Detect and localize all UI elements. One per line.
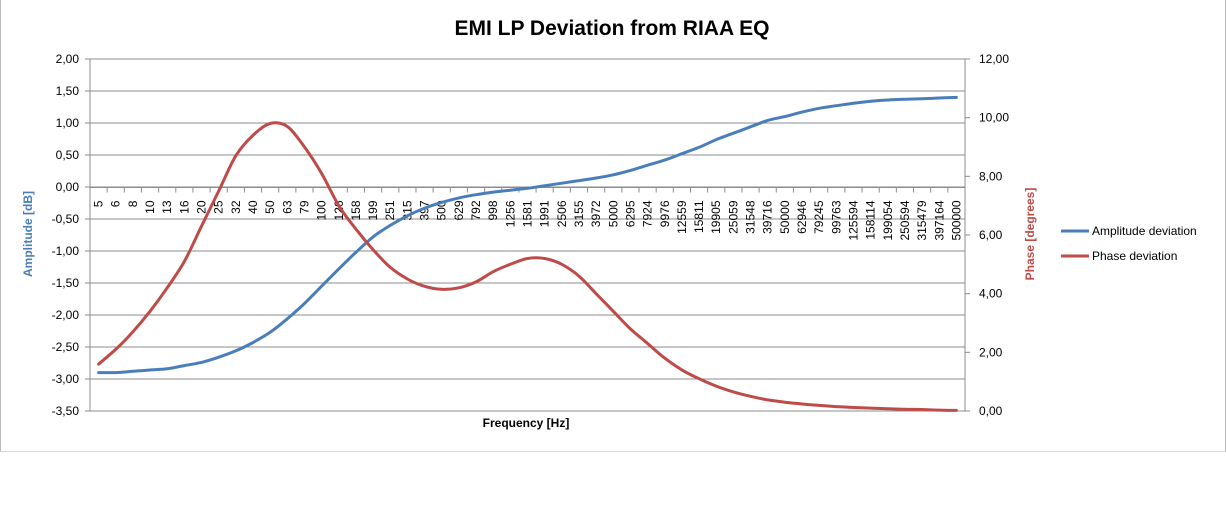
left-tick-label: -1,50 [52,276,80,290]
right-tick-label: 2,00 [979,345,1003,359]
left-tick-label: 0,50 [56,148,80,162]
x-tick-label: 500 [435,200,449,220]
x-tick-label: 6295 [623,200,637,227]
x-tick-label: 5000 [606,200,620,227]
x-axis-ticks: 5 6 8 10 13 16 20 25 32 40 50 63 79 100 126 158 199 251 31… [89,187,966,241]
x-tick-label: 8 [126,200,140,207]
x-tick-label: 6 [109,200,123,207]
y-axis-label: Amplitude [dB] [21,191,35,277]
left-axis-ticks: 2,00 1,50 1,00 0,50 0,00 -0,50 -1,00 -1,50 -2,00… [52,52,90,418]
x-tick-label: 998 [486,200,500,220]
x-tick-label: 199054 [881,200,895,240]
left-tick-label: -3,50 [52,404,80,418]
left-tick-label: -3,00 [52,372,80,386]
x-tick-label: 25 [212,200,226,214]
x-tick-label: 32 [229,200,243,214]
x-axis-label: Frequency [Hz] [483,416,570,430]
amplitude-deviation-line [97,95,958,375]
x-tick-label: 62946 [795,200,809,234]
x-tick-label: 40 [246,200,260,214]
x-tick-label: 158114 [864,200,878,239]
right-tick-label: 4,00 [979,287,1003,301]
x-tick-label: 10 [143,200,157,214]
x-tick-label: 31548 [744,200,758,234]
left-tick-label: 1,00 [56,116,80,130]
left-tick-label: -2,00 [52,308,80,322]
x-tick-label: 2506 [555,200,569,227]
x-tick-label: 12559 [675,200,689,234]
x-tick-label: 16 [177,200,191,214]
y2-axis-label: Phase [degrees] [1023,188,1037,281]
series-lines [97,95,958,412]
x-tick-label: 79 [297,200,311,214]
left-tick-label: 0,00 [56,180,80,194]
x-tick-label: 39716 [761,200,775,234]
x-tick-label: 19905 [709,200,723,234]
x-tick-label: 3972 [589,200,603,227]
legend-label: Phase deviation [1092,249,1177,263]
x-tick-label: 20 [195,200,209,214]
phase-deviation-line [97,121,958,412]
x-tick-label: 79245 [812,200,826,234]
x-tick-label: 792 [469,200,483,220]
x-tick-label: 13 [160,200,174,214]
left-tick-label: -1,00 [52,244,80,258]
x-tick-label: 3155 [572,200,586,227]
x-tick-label: 126 [332,200,346,220]
left-tick-label: -2,50 [52,340,80,354]
chart-title: EMI LP Deviation from RIAA EQ [454,17,769,40]
x-tick-label: 1991 [538,200,552,227]
right-tick-label: 12,00 [979,52,1009,66]
x-tick-label: 1256 [503,200,517,227]
x-tick-label: 100 [315,200,329,220]
x-tick-label: 7924 [641,200,655,227]
legend-amplitude-deviation: Amplitude deviation [1061,224,1197,238]
x-tick-label: 15811 [692,200,706,233]
x-tick-label: 251 [383,200,397,220]
left-tick-label: 1,50 [56,84,80,98]
x-tick-label: 25059 [726,200,740,234]
x-tick-label: 397164 [932,200,946,240]
x-tick-label: 1581 [521,200,535,227]
x-tick-label: 50 [263,200,277,214]
x-tick-label: 63 [280,200,294,214]
chart-border [0,0,1226,452]
right-tick-label: 8,00 [979,169,1003,183]
x-tick-label: 250594 [898,200,912,240]
x-tick-label: 158 [349,200,363,220]
grid-lines [90,58,965,412]
x-tick-label: 50000 [778,200,792,234]
right-axis-ticks: 12,00 10,00 8,00 6,00 4,00 2,00 0,00 [965,52,1009,418]
x-tick-label: 99763 [829,200,843,234]
x-tick-label: 9976 [658,200,672,227]
legend-phase-deviation: Phase deviation [1061,249,1177,263]
legend: Amplitude deviation Phase deviation [1061,224,1197,263]
x-tick-label: 5 [92,200,106,207]
x-tick-label: 629 [452,200,466,220]
x-tick-label: 125594 [846,200,860,240]
x-tick-label: 500000 [949,200,963,240]
x-tick-label: 315479 [915,200,929,240]
x-tick-label: 199 [366,200,380,220]
legend-label: Amplitude deviation [1092,224,1197,238]
right-tick-label: 0,00 [979,404,1003,418]
left-tick-label: 2,00 [56,52,80,66]
right-tick-label: 6,00 [979,228,1003,242]
right-tick-label: 10,00 [979,111,1009,125]
left-tick-label: -0,50 [52,212,80,226]
